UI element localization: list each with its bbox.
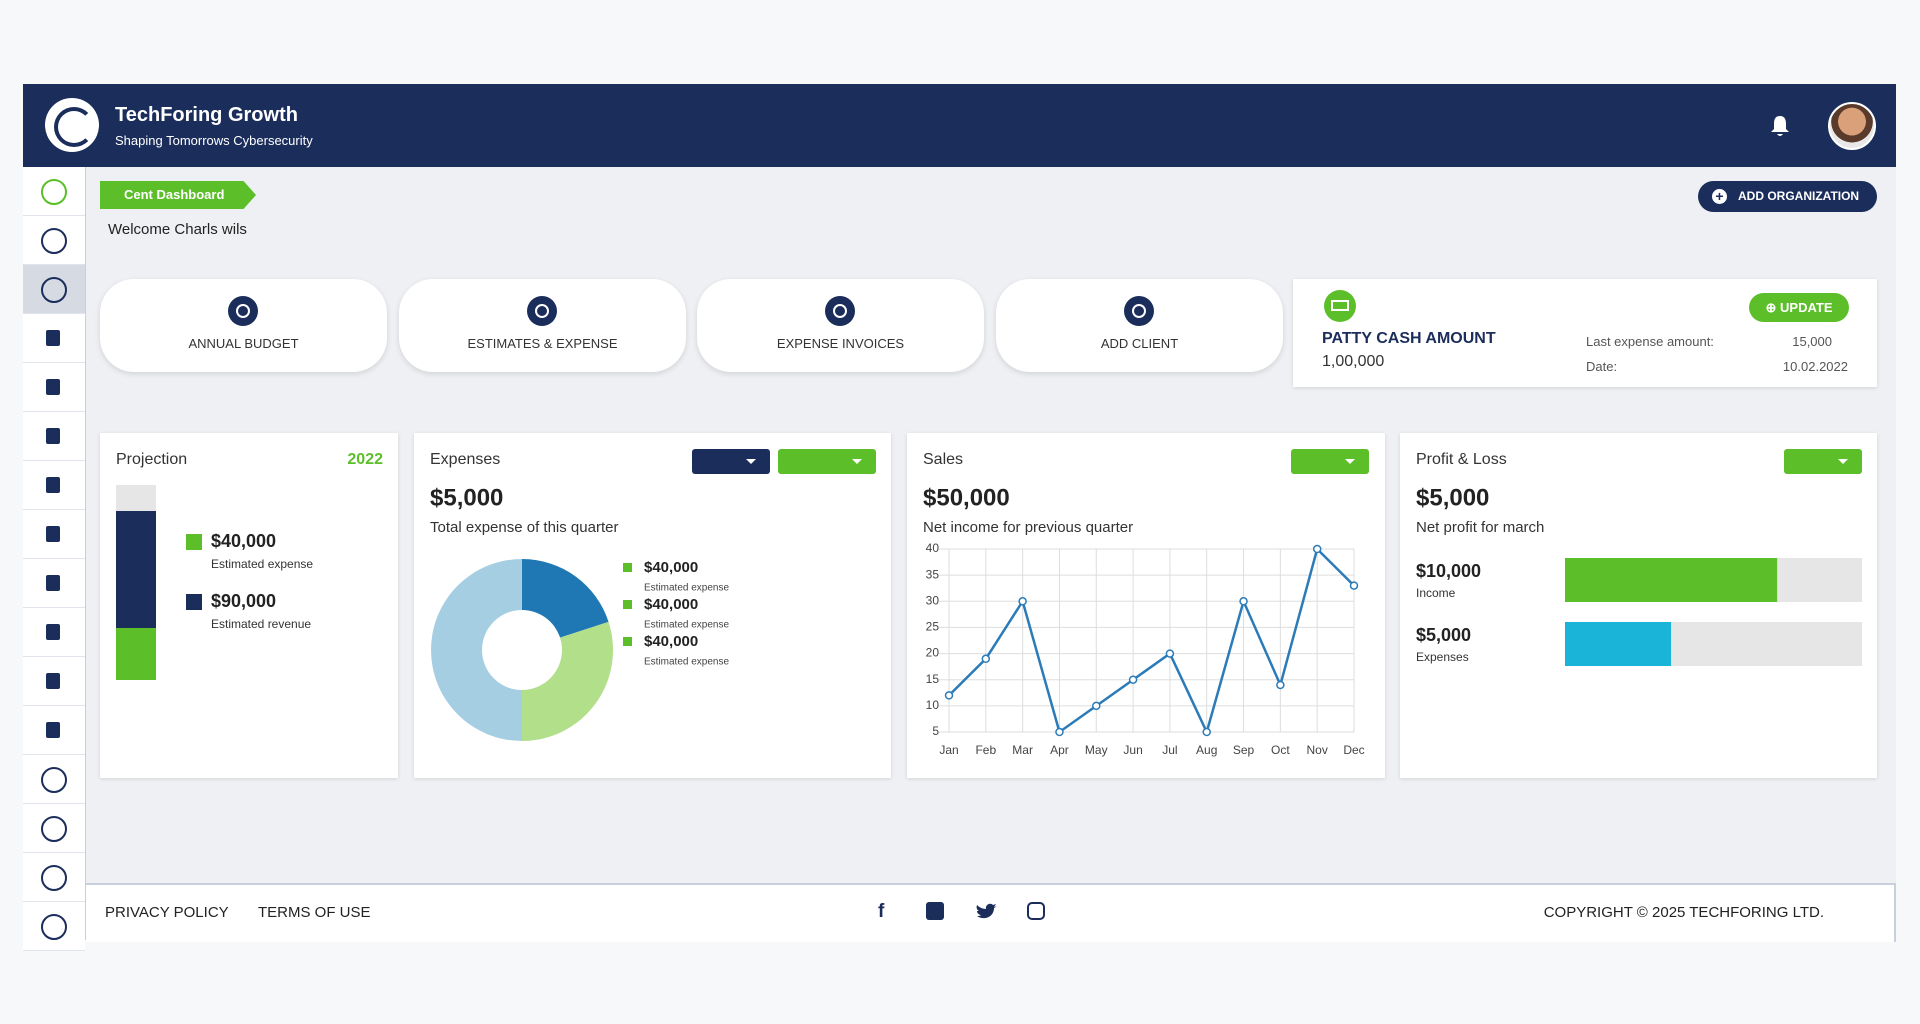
dropdown[interactable] bbox=[1291, 449, 1369, 474]
dropdown[interactable] bbox=[1784, 449, 1862, 474]
sidebar-item[interactable] bbox=[23, 706, 85, 755]
sidebar-item[interactable] bbox=[23, 461, 85, 510]
sidebar-icon bbox=[41, 914, 67, 940]
date-value: 10.02.2022 bbox=[1782, 359, 1848, 374]
patty-cash-title: PATTY CASH AMOUNT bbox=[1322, 330, 1496, 347]
sidebar-icon bbox=[46, 722, 60, 738]
add-organization-button[interactable]: + ADD ORGANIZATION bbox=[1698, 181, 1877, 212]
cash-icon-bill bbox=[1331, 300, 1349, 311]
sidebar-item[interactable] bbox=[23, 265, 85, 314]
logo-mark bbox=[54, 107, 94, 147]
chart-card bbox=[907, 433, 1385, 778]
tile-icon bbox=[527, 296, 557, 326]
footer-link[interactable]: PRIVACY POLICY bbox=[105, 904, 229, 921]
linkedin-icon[interactable] bbox=[926, 902, 944, 920]
breadcrumb[interactable]: Cent Dashboard bbox=[100, 181, 256, 209]
sidebar-icon bbox=[41, 865, 67, 891]
bell[interactable] bbox=[1770, 115, 1790, 137]
date-label: Date: bbox=[1586, 359, 1618, 374]
last-expense-value: 15,000 bbox=[1792, 334, 1832, 349]
tile[interactable]: ANNUAL BUDGET bbox=[100, 279, 387, 372]
tile[interactable]: ESTIMATES & EXPENSE bbox=[399, 279, 686, 372]
sidebar-icon bbox=[41, 767, 67, 793]
sidebar-icon bbox=[46, 379, 60, 395]
sidebar-icon bbox=[46, 526, 60, 542]
avatar[interactable] bbox=[1828, 102, 1876, 150]
sidebar-icon bbox=[46, 624, 60, 640]
sidebar bbox=[23, 167, 87, 951]
footer-link[interactable]: TERMS OF USE bbox=[258, 904, 371, 921]
patty-cash-card: PATTY CASH AMOUNT 1,00,000 ⊕ UPDATE Last… bbox=[1293, 279, 1877, 387]
sidebar-item[interactable] bbox=[23, 608, 85, 657]
sidebar-item[interactable] bbox=[23, 363, 85, 412]
footer: PRIVACY POLICY TERMS OF USE f COPYRIGHT … bbox=[86, 883, 1896, 942]
tile-label: ESTIMATES & EXPENSE bbox=[467, 336, 618, 351]
instagram-icon[interactable] bbox=[1027, 902, 1045, 920]
chart-card bbox=[414, 433, 891, 778]
welcome: Welcome Charls wils bbox=[108, 221, 247, 238]
copyright: COPYRIGHT © 2025 TECHFORING LTD. bbox=[1543, 904, 1824, 921]
sidebar-item[interactable] bbox=[23, 755, 85, 804]
last-expense-label: Last expense amount: bbox=[1586, 334, 1714, 349]
chart-card bbox=[1400, 433, 1877, 778]
logo[interactable] bbox=[45, 98, 99, 152]
facebook-icon[interactable]: f bbox=[878, 901, 885, 922]
plus-icon: + bbox=[1712, 189, 1727, 204]
sidebar-item[interactable] bbox=[23, 902, 85, 951]
dropdown[interactable] bbox=[778, 449, 876, 474]
sidebar-item[interactable] bbox=[23, 853, 85, 902]
sidebar-icon bbox=[46, 575, 60, 591]
cash-icon bbox=[1324, 290, 1356, 322]
chart-card bbox=[100, 433, 398, 778]
tile-icon bbox=[228, 296, 258, 326]
update-button[interactable]: ⊕ UPDATE bbox=[1749, 293, 1849, 322]
tile-label: ADD CLIENT bbox=[1100, 336, 1179, 351]
sidebar-item[interactable] bbox=[23, 510, 85, 559]
sidebar-icon bbox=[46, 673, 60, 689]
sidebar-item[interactable] bbox=[23, 314, 85, 363]
header: TechForing Growth Shaping Tomorrows Cybe… bbox=[23, 84, 1896, 167]
sidebar-item[interactable] bbox=[23, 559, 85, 608]
sidebar-icon bbox=[41, 816, 67, 842]
update-label: UPDATE bbox=[1780, 300, 1833, 315]
sidebar-item[interactable] bbox=[23, 657, 85, 706]
tile-icon bbox=[825, 296, 855, 326]
patty-cash-amount: 1,00,000 bbox=[1322, 353, 1385, 370]
app-subtitle: Shaping Tomorrows Cybersecurity bbox=[115, 133, 313, 148]
tile-label: EXPENSE INVOICES bbox=[776, 336, 905, 351]
dropdown[interactable] bbox=[692, 449, 770, 474]
tile[interactable]: ADD CLIENT bbox=[996, 279, 1283, 372]
sidebar-item[interactable] bbox=[23, 412, 85, 461]
tile[interactable]: EXPENSE INVOICES bbox=[697, 279, 984, 372]
sidebar-icon bbox=[46, 477, 60, 493]
add-organization-label: ADD ORGANIZATION bbox=[1738, 189, 1860, 203]
sidebar-item[interactable] bbox=[23, 804, 85, 853]
sidebar-icon bbox=[46, 428, 60, 444]
sidebar-icon bbox=[41, 228, 67, 254]
sidebar-icon bbox=[46, 330, 60, 346]
tile-icon bbox=[1124, 296, 1154, 326]
app-title: TechForing Growth bbox=[115, 104, 298, 126]
sidebar-icon bbox=[41, 179, 67, 205]
tile-label: ANNUAL BUDGET bbox=[188, 336, 299, 351]
sidebar-icon bbox=[41, 277, 67, 303]
sidebar-item[interactable] bbox=[23, 167, 85, 216]
twitter-icon[interactable] bbox=[976, 903, 998, 921]
sidebar-item[interactable] bbox=[23, 216, 85, 265]
